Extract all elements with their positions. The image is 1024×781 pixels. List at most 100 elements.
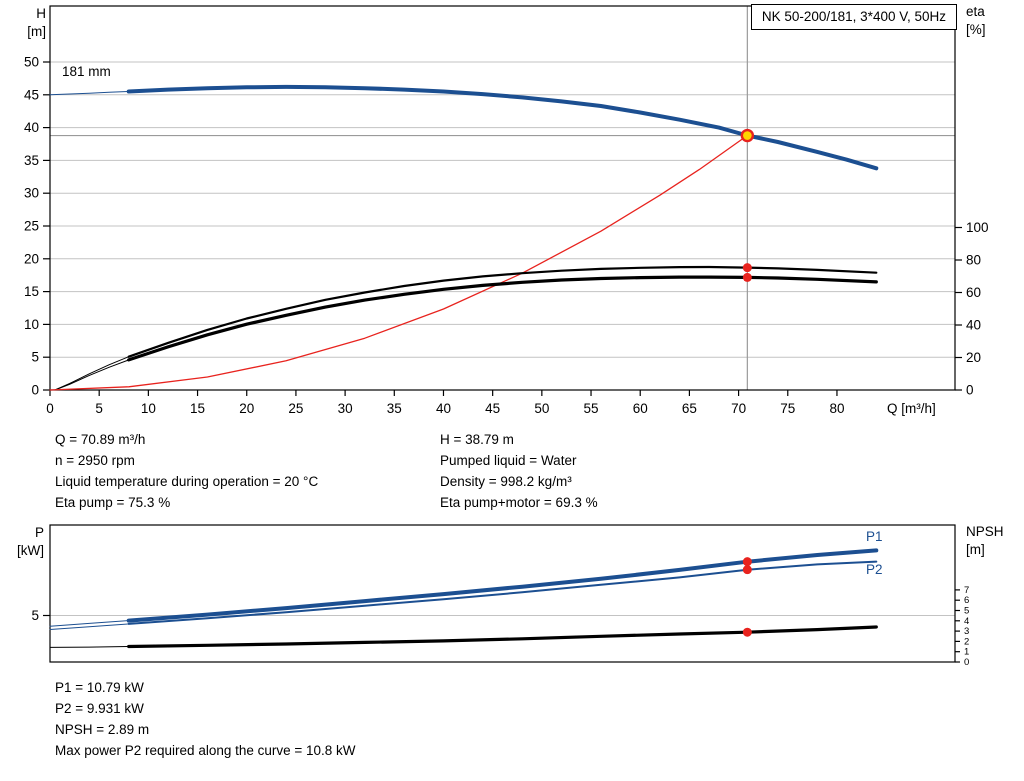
p-axis-title: P [kW]	[4, 524, 44, 560]
info-speed: n = 2950 rpm	[55, 453, 135, 468]
results-block: P1 = 10.79 kW P2 = 9.931 kW NPSH = 2.89 …	[55, 677, 356, 761]
x-axis-tick-label: 35	[387, 401, 402, 416]
duty-marker-dot	[742, 557, 752, 567]
hq-curve	[126, 84, 879, 171]
left-axis-tick-label: 50	[24, 55, 39, 70]
result-p2: P2 = 9.931 kW	[55, 701, 144, 716]
npsh-axis-title: NPSH [m]	[966, 523, 1004, 559]
right-axis-tick-label: 0	[964, 657, 969, 668]
npsh-axis-unit: [m]	[966, 542, 985, 557]
left-axis-tick-label: 35	[24, 153, 39, 168]
eta-pump-curve	[127, 265, 878, 358]
duty-marker-dot	[742, 272, 752, 282]
hq-eta-chart: 0 5 10 15 20 25 30 35 40 45 50 0 20 40 60 80 100 0 5 10 15 20…	[24, 5, 989, 416]
info-flow: Q = 70.89 m³/h	[55, 432, 146, 447]
eta-pump-motor-curve	[127, 275, 878, 362]
info-density: Density = 998.2 kg/m³	[440, 474, 572, 489]
result-p1: P1 = 10.79 kW	[55, 680, 144, 695]
right-axis-tick-label: 1	[964, 647, 969, 658]
p-axis-symbol: P	[34, 525, 44, 540]
p1-curve-label: P1	[866, 529, 883, 544]
duty-info-right-column: H = 38.79 m Pumped liquid = Water Densit…	[440, 429, 598, 513]
p2-curve	[127, 560, 878, 625]
eta-axis-unit: [%]	[966, 22, 986, 37]
x-axis-tick-label: 70	[731, 401, 746, 416]
x-axis-tick-label: 25	[288, 401, 303, 416]
duty-info-left-column: Q = 70.89 m³/h n = 2950 rpm Liquid tempe…	[55, 429, 318, 513]
q-axis-title: Q [m³/h]	[887, 401, 936, 416]
x-axis-tick-label: 55	[584, 401, 599, 416]
h-axis-symbol: H	[36, 6, 46, 21]
x-axis-tick-label: 60	[633, 401, 648, 416]
eta-axis-symbol: eta	[966, 4, 985, 19]
x-axis-tick-label: 80	[829, 401, 844, 416]
x-axis-tick-label: 20	[239, 401, 254, 416]
info-eta-pump: Eta pump = 75.3 %	[55, 495, 171, 510]
info-eta-pump-motor: Eta pump+motor = 69.3 %	[440, 495, 598, 510]
left-axis-tick-label: 0	[31, 383, 39, 398]
hq-curve-extension	[49, 91, 130, 96]
p2-extension	[49, 623, 130, 630]
x-axis-tick-label: 75	[780, 401, 795, 416]
duty-marker-dot	[742, 263, 752, 273]
plot-border	[49, 5, 956, 391]
left-axis-tick-label: 5	[31, 608, 39, 623]
left-axis-tick-label: 45	[24, 87, 39, 102]
left-axis-tick-label: 20	[24, 251, 39, 266]
x-axis-tick-label: 15	[190, 401, 205, 416]
plot-border	[49, 524, 956, 663]
eta-pump-extension	[54, 356, 130, 391]
right-axis-tick-label: 7	[964, 585, 969, 596]
h-axis-unit: [m]	[27, 24, 46, 39]
duty-marker-dot	[742, 627, 752, 637]
x-axis-tick-label: 45	[485, 401, 500, 416]
x-axis-tick-label: 30	[338, 401, 353, 416]
right-axis-tick-label: 20	[966, 350, 981, 365]
npsh-extension	[49, 646, 130, 648]
eta-axis-title: eta [%]	[966, 3, 986, 39]
p1-extension	[49, 620, 130, 627]
duty-marker-dot	[742, 565, 752, 575]
info-head: H = 38.79 m	[440, 432, 514, 447]
right-axis-tick-label: 6	[964, 595, 969, 606]
duty-point-marker	[740, 128, 755, 143]
x-axis-tick-label: 10	[141, 401, 156, 416]
p1-curve	[126, 548, 879, 623]
right-axis-tick-label: 3	[964, 626, 969, 637]
left-axis-tick-label: 30	[24, 186, 39, 201]
left-axis-tick-label: 25	[24, 219, 39, 234]
left-axis-tick-label: 15	[24, 284, 39, 299]
result-npsh: NPSH = 2.89 m	[55, 722, 150, 737]
right-axis-tick-label: 40	[966, 318, 981, 333]
right-axis-tick-label: 2	[964, 636, 969, 647]
h-axis-title: H [m]	[6, 5, 46, 41]
left-axis-tick-label: 10	[24, 317, 39, 332]
right-axis-tick-label: 60	[966, 285, 981, 300]
npsh-axis-symbol: NPSH	[966, 524, 1004, 539]
pump-title-box: NK 50-200/181, 3*400 V, 50Hz	[750, 4, 957, 30]
right-axis-tick-label: 5	[964, 606, 969, 617]
left-axis-tick-label: 40	[24, 120, 39, 135]
result-max-power: Max power P2 required along the curve = …	[55, 743, 356, 758]
info-liquid-temperature: Liquid temperature during operation = 20…	[55, 474, 319, 489]
right-axis-tick-label: 100	[966, 220, 989, 235]
left-axis-tick-label: 5	[31, 350, 39, 365]
impeller-diameter-label: 181 mm	[62, 64, 111, 79]
x-axis-tick-label: 40	[436, 401, 451, 416]
info-pumped-liquid: Pumped liquid = Water	[440, 453, 577, 468]
duty-parabola	[49, 134, 748, 391]
x-axis-tick-label: 50	[534, 401, 549, 416]
p2-curve-label: P2	[866, 562, 883, 577]
right-axis-tick-label: 80	[966, 253, 981, 268]
npsh-curve	[127, 625, 878, 649]
right-axis-tick-label: 4	[964, 616, 969, 627]
eta-pump-motor-extension	[54, 359, 130, 391]
x-axis-tick-label: 65	[682, 401, 697, 416]
x-axis-tick-label: 0	[46, 401, 54, 416]
x-axis-tick-label: 5	[95, 401, 103, 416]
p-axis-unit: [kW]	[17, 543, 44, 558]
right-axis-tick-label: 0	[966, 383, 974, 398]
